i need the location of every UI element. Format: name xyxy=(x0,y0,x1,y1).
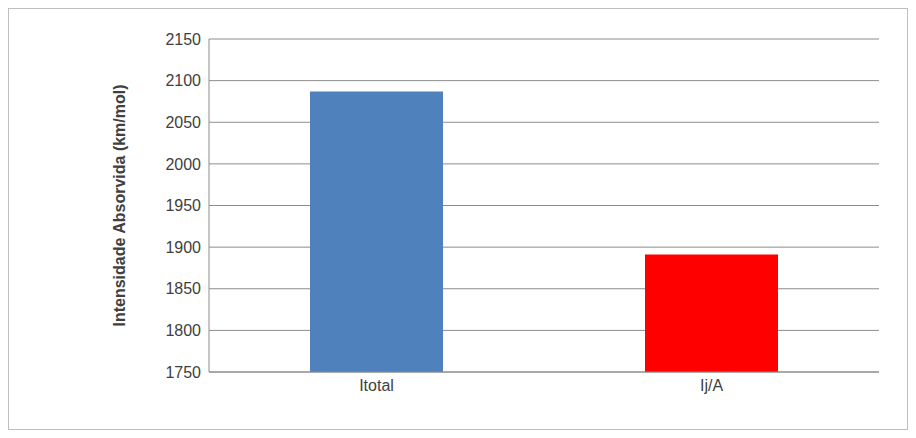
svg-text:1850: 1850 xyxy=(165,280,201,297)
svg-text:2000: 2000 xyxy=(165,156,201,173)
svg-text:1900: 1900 xyxy=(165,239,201,256)
svg-text:Intensidade Absorvida (km/mol): Intensidade Absorvida (km/mol) xyxy=(111,84,128,326)
svg-text:Ij/A: Ij/A xyxy=(700,377,723,394)
svg-text:2100: 2100 xyxy=(165,72,201,89)
svg-text:2150: 2150 xyxy=(165,31,201,48)
svg-text:2050: 2050 xyxy=(165,114,201,131)
svg-text:Itotal: Itotal xyxy=(359,377,394,394)
svg-text:1750: 1750 xyxy=(165,364,201,381)
svg-text:1800: 1800 xyxy=(165,322,201,339)
svg-text:1950: 1950 xyxy=(165,197,201,214)
